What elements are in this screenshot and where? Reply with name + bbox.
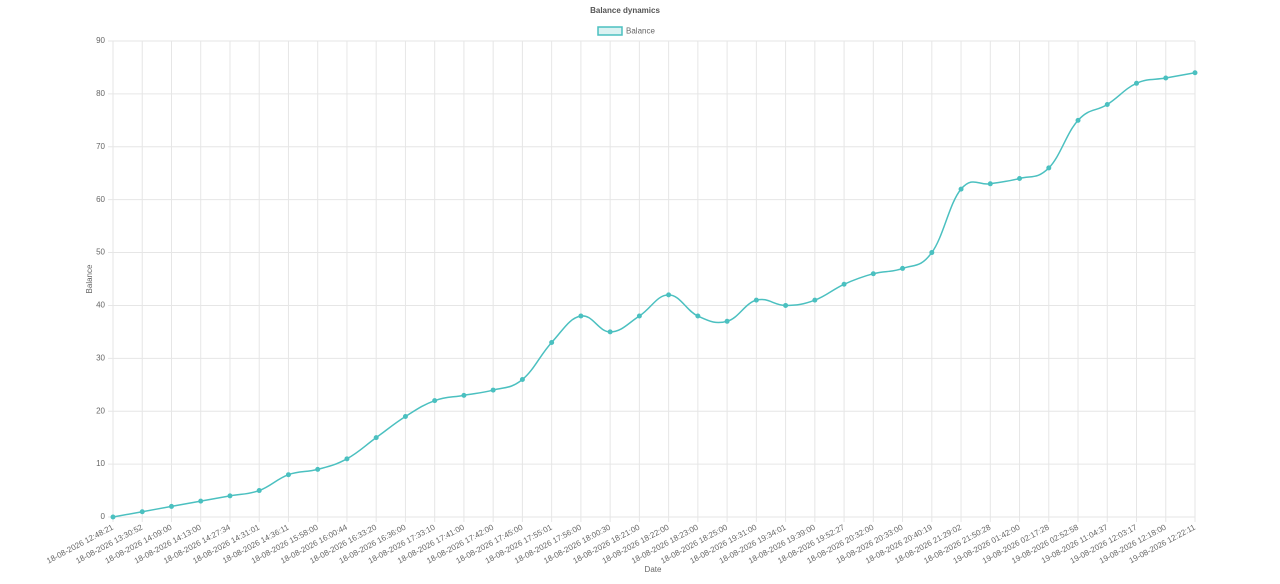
point: [461, 392, 467, 398]
point: [607, 329, 613, 335]
point: [695, 313, 701, 319]
point: [139, 509, 145, 515]
point: [1163, 75, 1169, 81]
point: [666, 292, 672, 298]
point: [198, 498, 204, 504]
point: [1104, 101, 1110, 107]
point: [432, 398, 438, 404]
point: [1134, 80, 1140, 86]
point: [110, 514, 116, 520]
point: [724, 318, 730, 324]
line: [112, 71, 1196, 518]
y-tick-label: 0: [101, 512, 106, 521]
point: [549, 339, 555, 345]
point: [168, 503, 174, 509]
chart-title: Balance dynamics: [590, 6, 660, 15]
x-axis-label: Date: [645, 565, 662, 574]
point: [285, 472, 291, 478]
point: [1017, 176, 1023, 182]
y-tick-label: 20: [96, 406, 105, 415]
y-tick-label: 90: [96, 36, 105, 45]
y-axis-label: Balance: [85, 264, 94, 293]
point: [753, 297, 759, 303]
legend-label: Balance: [626, 27, 655, 36]
y-tick-label: 10: [96, 459, 105, 468]
point: [1075, 117, 1081, 123]
y-tick-label: 30: [96, 353, 105, 362]
y-tick-label: 50: [96, 248, 105, 257]
point: [373, 435, 379, 441]
point: [900, 265, 906, 271]
point: [812, 297, 818, 303]
point: [1046, 165, 1052, 171]
point: [841, 281, 847, 287]
point: [344, 456, 350, 462]
point: [929, 250, 935, 256]
point: [636, 313, 642, 319]
point: [315, 466, 321, 472]
y-tick-label: 70: [96, 142, 105, 151]
point: [256, 488, 262, 494]
point: [578, 313, 584, 319]
legend-swatch: [597, 26, 623, 36]
point: [958, 186, 964, 192]
point: [870, 271, 876, 277]
point: [519, 376, 525, 382]
point: [402, 414, 408, 420]
point: [227, 493, 233, 499]
y-tick-label: 40: [96, 301, 105, 310]
point: [1192, 70, 1198, 76]
point: [987, 181, 993, 187]
y-tick-label: 60: [96, 195, 105, 204]
point: [783, 302, 789, 308]
y-tick-label: 80: [96, 89, 105, 98]
point: [490, 387, 496, 393]
